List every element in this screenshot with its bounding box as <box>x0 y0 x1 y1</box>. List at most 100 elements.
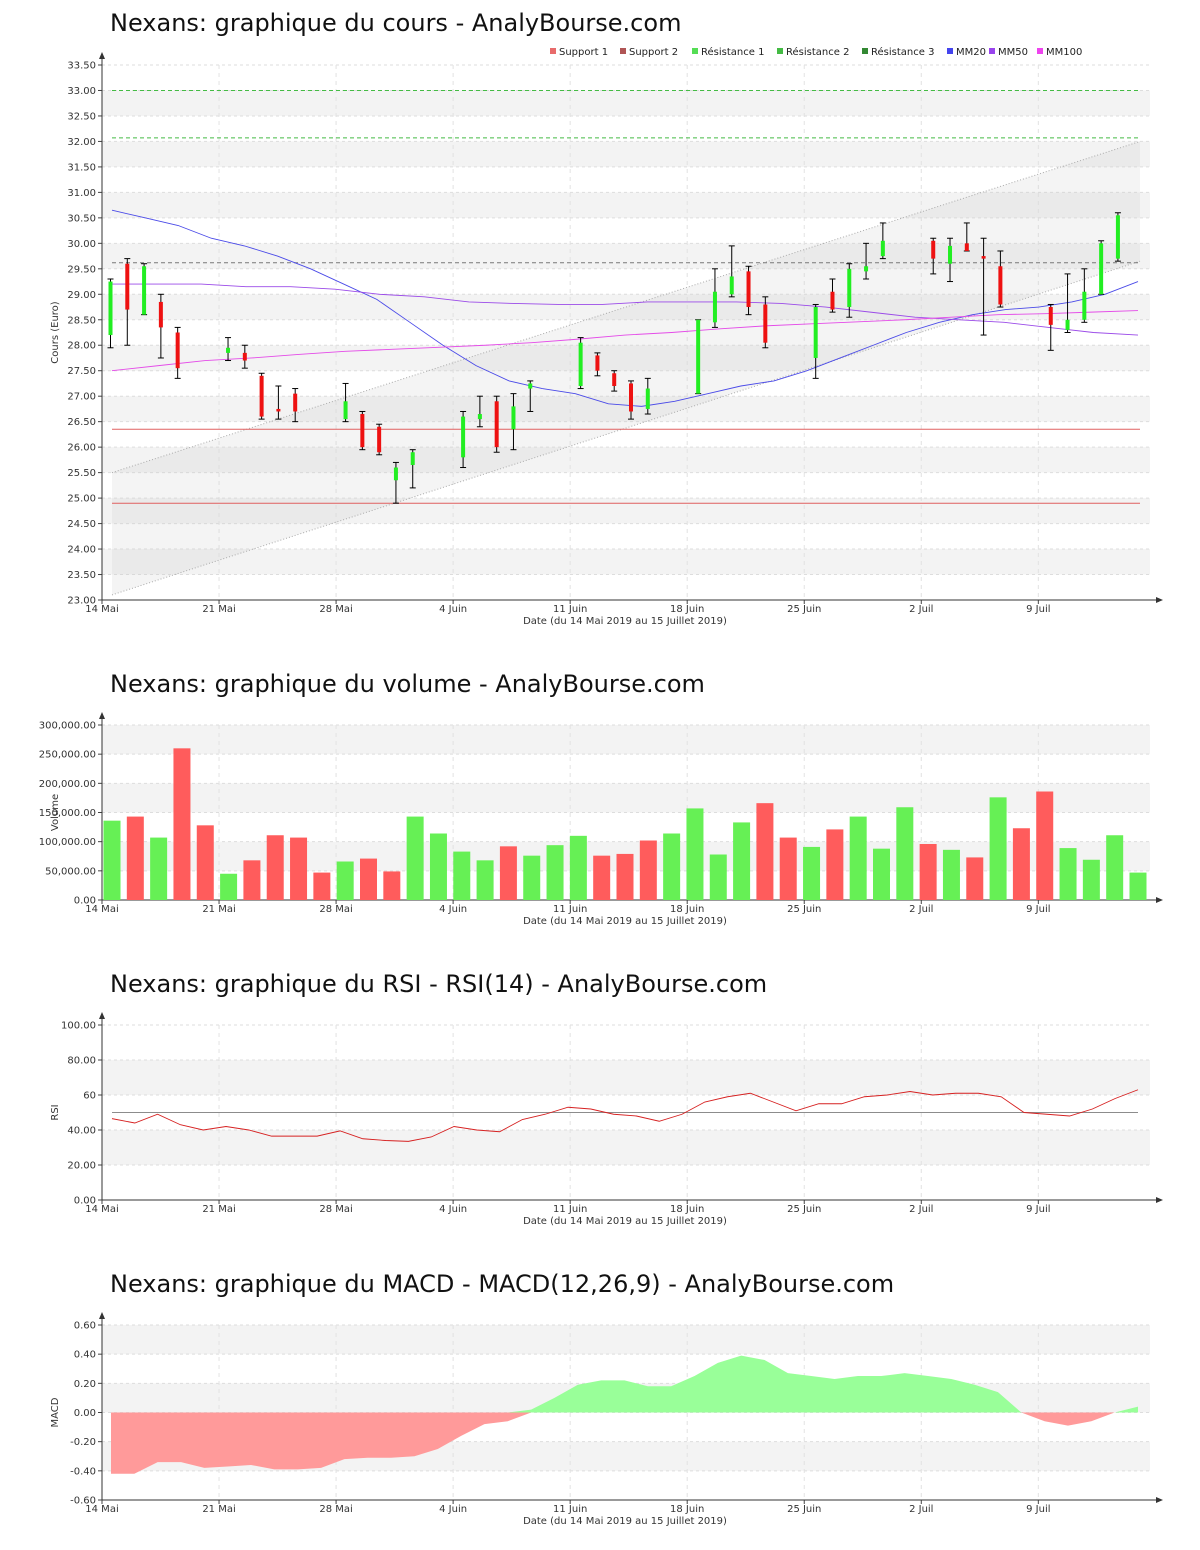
price-y-tick-label: 32.00 <box>67 137 96 148</box>
volume-bar <box>546 845 564 900</box>
legend-label: Support 1 <box>559 47 608 58</box>
price-y-tick-label: 23.50 <box>67 570 96 581</box>
price-y-tick-label: 31.00 <box>67 188 96 199</box>
trend-channel-upper-line <box>111 140 1141 474</box>
legend-label: Résistance 2 <box>786 46 849 58</box>
macd-positive-area <box>111 1355 1138 1413</box>
price-y-tick-label: 26.50 <box>67 417 96 428</box>
rsi-x-tick-label: 9 Juil <box>1026 1204 1050 1215</box>
rsi-y-tick-label: 60 <box>83 1091 96 1102</box>
candle-body-up <box>477 414 482 420</box>
volume-bar <box>476 860 494 900</box>
rsi-x-tick-label: 18 Juin <box>670 1204 704 1215</box>
price-y-axis-arrow <box>99 52 105 59</box>
volume-bar <box>896 807 914 900</box>
price-y-tick-label: 29.50 <box>67 264 96 275</box>
rsi-line <box>111 1089 1139 1142</box>
volume-x-tick-label: 9 Juil <box>1026 904 1050 915</box>
candle-body-down <box>830 291 835 310</box>
macd-y-tick-label: -0.40 <box>70 1466 96 1477</box>
volume-bar <box>243 860 261 900</box>
volume-bar <box>826 829 844 900</box>
macd-x-tick-label: 9 Juil <box>1026 1504 1050 1515</box>
volume-grid-band <box>102 783 1150 813</box>
price-y-tick-label: 28.50 <box>67 315 96 326</box>
volume-bar <box>406 816 424 900</box>
price-x-tick-label: 21 Mai <box>202 604 235 615</box>
candle-body-down <box>377 426 382 453</box>
volume-x-tick-label: 2 Juil <box>909 904 933 915</box>
rsi-chart-title: Nexans: graphique du RSI - RSI(14) - Ana… <box>110 970 768 998</box>
price-y-tick-label: 30.00 <box>67 239 96 250</box>
price-grid-band <box>102 192 1150 218</box>
volume-bar <box>313 872 331 900</box>
macd-y-axis-arrow <box>99 1312 105 1319</box>
rsi-grid-band <box>102 1130 1150 1165</box>
volume-bar <box>1059 848 1077 900</box>
volume-chart: 0.00 50,000.00 100,000.00 150,000.00 200,000… <box>39 712 1163 927</box>
candle-body-up <box>729 276 734 295</box>
volume-bar <box>686 808 704 900</box>
price-grid-band <box>102 549 1150 575</box>
price-x-tick-label: 25 Juin <box>787 604 821 615</box>
volume-bar <box>569 835 587 900</box>
volume-bar <box>989 797 1007 900</box>
volume-bar <box>1082 859 1100 900</box>
price-x-tick-label: 4 Juin <box>439 604 467 615</box>
candle-body-up <box>393 467 398 481</box>
candle-body-down <box>158 301 163 328</box>
price-y-tick-label: 25.00 <box>67 494 96 505</box>
candle-body-down <box>981 256 986 259</box>
price-x-tick-label: 28 Mai <box>319 604 352 615</box>
volume-bar <box>616 853 634 900</box>
macd-y-tick-label: 0.20 <box>74 1379 96 1390</box>
rsi-y-tick-label: 0.00 <box>74 1196 96 1207</box>
macd-y-tick-label: 0.40 <box>74 1350 96 1361</box>
price-y-tick-label: 24.00 <box>67 545 96 556</box>
candle-body-up <box>1115 215 1120 259</box>
volume-bar <box>173 748 191 900</box>
macd-negative-area <box>111 1412 1138 1474</box>
rsi-x-tick-label: 4 Juin <box>439 1204 467 1215</box>
volume-y-tick-label: 50,000.00 <box>45 866 96 877</box>
macd-x-tick-label: 28 Mai <box>319 1504 352 1515</box>
rsi-x-tick-label: 21 Mai <box>202 1204 235 1215</box>
volume-bar <box>290 837 308 900</box>
rsi-grid-band <box>102 1060 1150 1095</box>
price-x-tick-label: 14 Mai <box>85 604 118 615</box>
macd-y-tick-label: -0.60 <box>70 1496 96 1507</box>
price-x-axis-title: Date (du 14 Mai 2019 au 15 Juillet 2019) <box>523 616 727 627</box>
legend-swatch <box>550 48 556 54</box>
price-grid-band <box>102 141 1150 167</box>
volume-bar <box>266 835 284 900</box>
volume-bar <box>803 846 821 900</box>
macd-x-axis-arrow <box>1156 1497 1163 1503</box>
volume-bar <box>126 816 144 900</box>
mm100-line <box>111 310 1139 372</box>
rsi-x-tick-label: 25 Juin <box>787 1204 821 1215</box>
volume-bar <box>1012 828 1030 900</box>
volume-bar <box>523 855 541 900</box>
rsi-x-tick-label: 11 Juin <box>553 1204 587 1215</box>
rsi-x-tick-label: 14 Mai <box>85 1204 118 1215</box>
volume-y-axis-title: Volume <box>50 794 61 831</box>
macd-chart-title: Nexans: graphique du MACD - MACD(12,26,9… <box>110 1270 895 1298</box>
price-y-tick-label: 24.50 <box>67 519 96 530</box>
rsi-y-axis-arrow <box>99 1012 105 1019</box>
volume-x-tick-label: 28 Mai <box>319 904 352 915</box>
macd-x-axis-title: Date (du 14 Mai 2019 au 15 Juillet 2019) <box>523 1516 727 1527</box>
volume-y-tick-label: 250,000.00 <box>39 750 96 761</box>
candle-body-up <box>880 240 885 257</box>
candle-body-up <box>645 388 650 409</box>
price-y-tick-label: 33.50 <box>67 61 96 72</box>
rsi-x-axis-arrow <box>1156 1197 1163 1203</box>
candle-body-up <box>226 347 231 353</box>
volume-y-axis-arrow <box>99 712 105 719</box>
macd-y-tick-label: -0.20 <box>70 1437 96 1448</box>
volume-bar <box>919 844 937 900</box>
price-x-tick-label: 18 Juin <box>670 604 704 615</box>
candle-body-down <box>998 266 1003 305</box>
price-grid-band <box>102 498 1150 524</box>
rsi-y-tick-label: 80.00 <box>67 1056 96 1067</box>
candle-body-up <box>511 406 516 430</box>
